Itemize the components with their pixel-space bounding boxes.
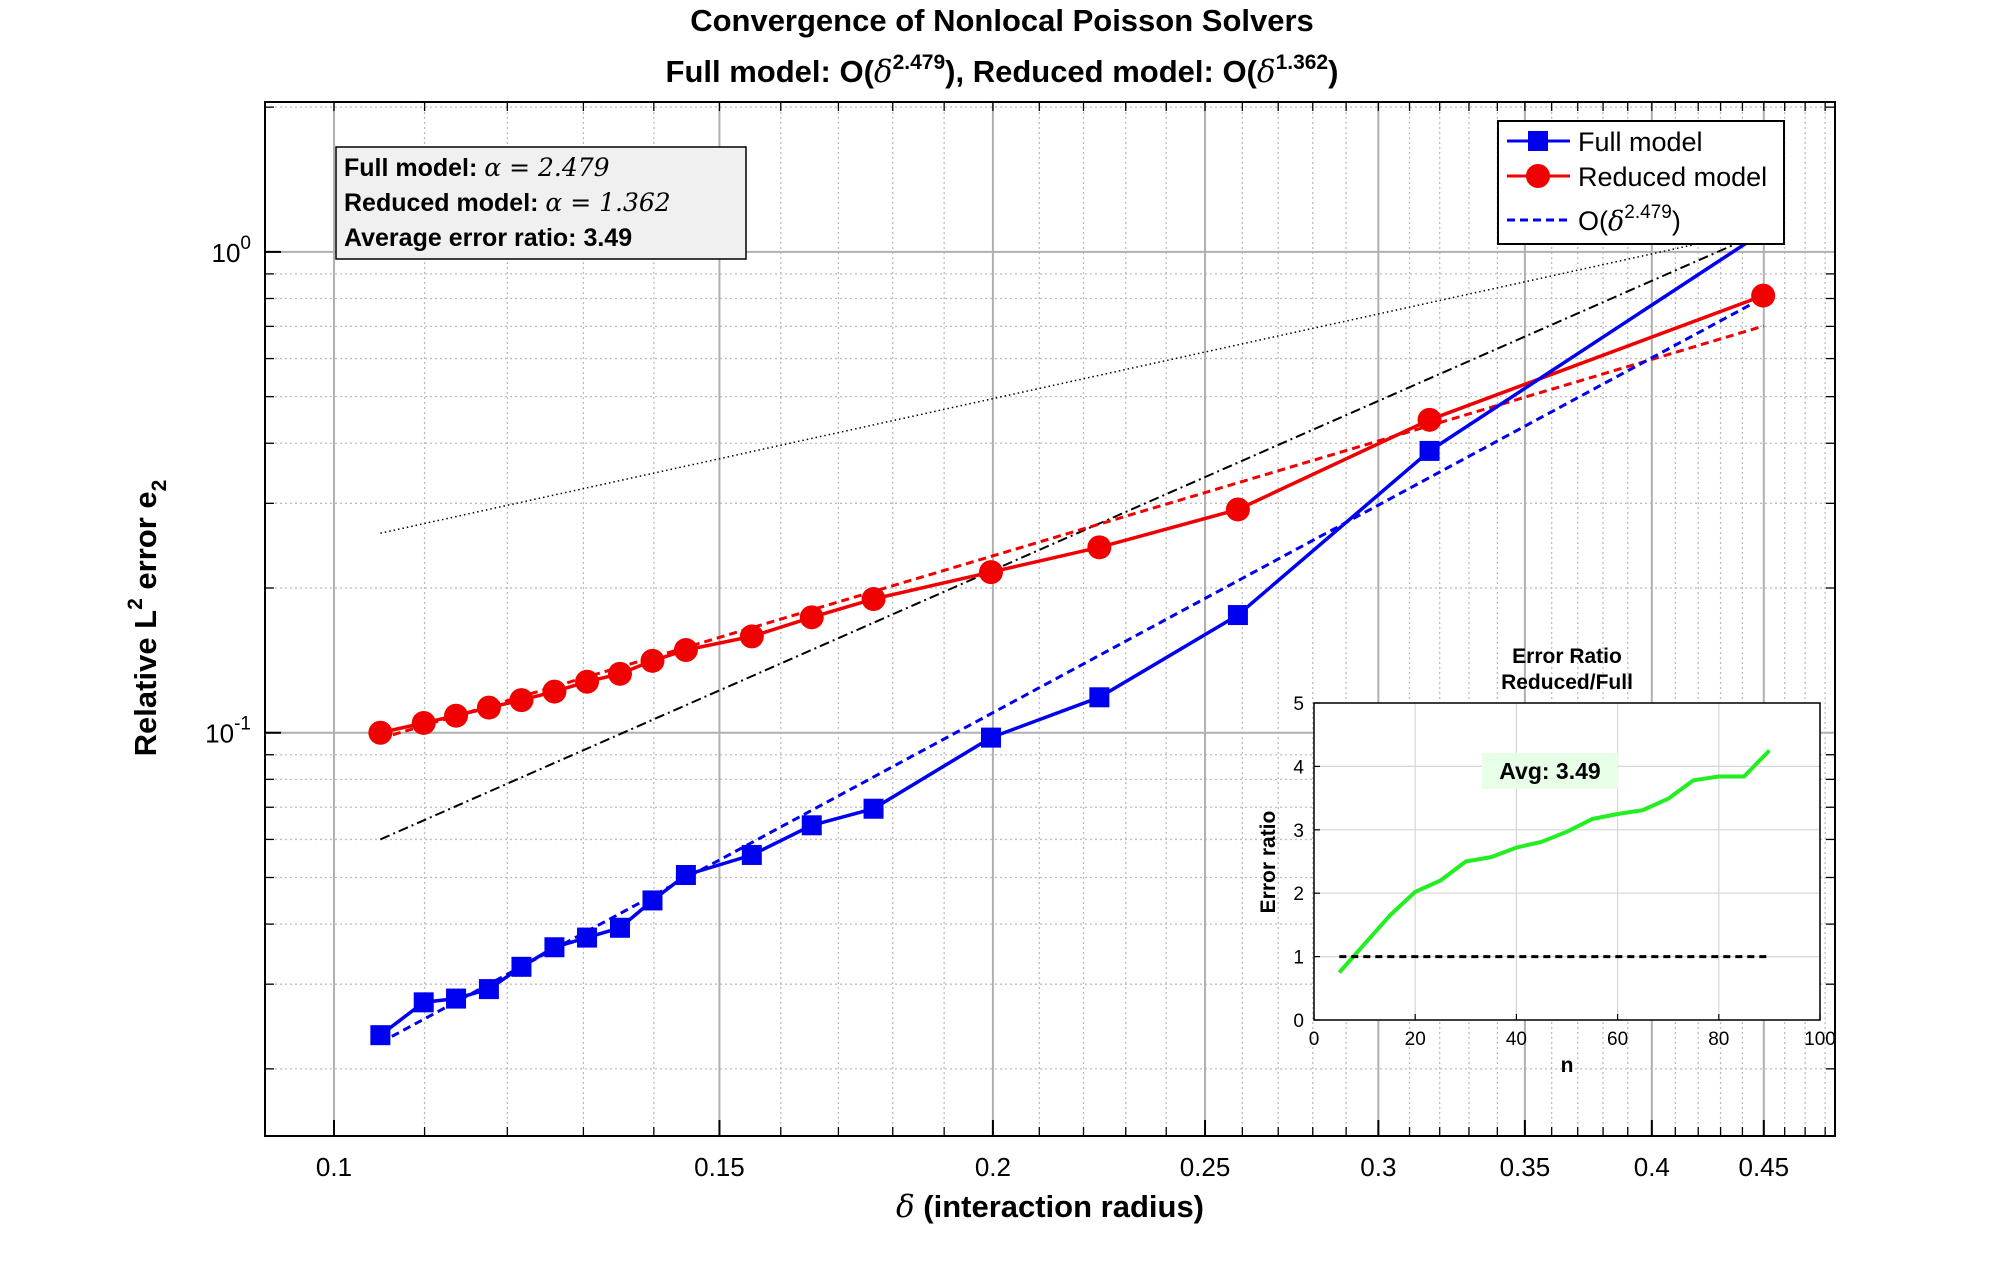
x-tick-label: 0.3 bbox=[1360, 1152, 1396, 1182]
reduced-model-marker bbox=[640, 648, 665, 673]
inset-y-tick-label: 3 bbox=[1293, 821, 1304, 842]
inset-title-line1: Error Ratio bbox=[1512, 645, 1622, 668]
inset-series bbox=[1337, 749, 1771, 974]
inset-avg-label: Avg: 3.49 bbox=[1499, 758, 1600, 784]
inset-x-tick-label: 0 bbox=[1309, 1029, 1320, 1050]
full-model-marker bbox=[446, 988, 467, 1009]
inset-y-tick-label: 2 bbox=[1293, 884, 1304, 905]
reduced-model-marker bbox=[1751, 283, 1776, 308]
inset-plot-area bbox=[1314, 703, 1820, 1020]
inset-y-tick-label: 5 bbox=[1293, 694, 1304, 715]
legend-circle-marker bbox=[1526, 164, 1550, 188]
main-series bbox=[368, 222, 1776, 1046]
full-model-marker bbox=[609, 917, 630, 938]
main-title-line1: Convergence of Nonlocal Poisson Solvers bbox=[690, 3, 1314, 38]
inset-y-tick-label: 4 bbox=[1293, 757, 1304, 778]
inset-x-tick-label: 100 bbox=[1804, 1029, 1836, 1050]
full-model-marker bbox=[544, 937, 565, 958]
full-model-marker bbox=[642, 890, 663, 911]
inset-plot-frame bbox=[1313, 702, 1821, 1021]
x-tick-label: 0.1 bbox=[316, 1152, 352, 1182]
full-model-marker bbox=[577, 927, 598, 948]
inset-x-axis-label: n bbox=[1561, 1054, 1574, 1077]
inset-y-tick-label: 1 bbox=[1293, 948, 1304, 969]
series-line-reference-4 bbox=[379, 230, 1765, 841]
full-model-marker bbox=[370, 1025, 391, 1046]
y-tick-label: 100 bbox=[212, 233, 252, 268]
reduced-model-marker bbox=[861, 587, 886, 612]
legend-label-rate: O(δ2.479) bbox=[1578, 202, 1681, 237]
reduced-model-marker bbox=[411, 710, 436, 735]
reduced-model-marker bbox=[1225, 497, 1250, 522]
x-tick-label: 0.4 bbox=[1634, 1152, 1670, 1182]
main-plot-frame bbox=[264, 101, 1836, 1137]
full-model-marker bbox=[863, 798, 884, 819]
reduced-model-marker bbox=[1087, 535, 1112, 560]
full-model-marker bbox=[1227, 605, 1248, 626]
full-model-marker bbox=[511, 956, 532, 977]
series-line-reference-5 bbox=[380, 228, 1764, 534]
inset-x-tick-label: 80 bbox=[1708, 1029, 1729, 1050]
reduced-model-marker bbox=[739, 624, 764, 649]
stats-average-ratio: Average error ratio: 3.49 bbox=[344, 224, 632, 252]
inset-title-line2: Reduced/Full bbox=[1501, 671, 1633, 694]
reduced-model-marker bbox=[575, 669, 600, 694]
reduced-model-marker bbox=[799, 605, 824, 630]
x-tick-label: 0.25 bbox=[1180, 1152, 1231, 1182]
main-title-line2: Full model: O(δ2.479), Reduced model: O(… bbox=[666, 51, 1339, 90]
x-tick-label: 0.45 bbox=[1738, 1152, 1789, 1182]
inset-x-tick-label: 40 bbox=[1506, 1029, 1527, 1050]
full-model-marker bbox=[741, 844, 762, 865]
stats-full-alpha: Full model: α = 2.479 bbox=[344, 153, 610, 182]
legend-entry-full-model: Full model bbox=[1507, 127, 1703, 157]
reduced-model-marker bbox=[476, 695, 501, 720]
inset-x-tick-label: 60 bbox=[1607, 1029, 1628, 1050]
full-model-marker bbox=[981, 727, 1002, 748]
reduced-model-marker bbox=[1417, 407, 1442, 432]
inset-y-axis-label: Error ratio bbox=[1257, 811, 1280, 914]
reduced-model-marker bbox=[542, 679, 567, 704]
inset-avg-label-bg bbox=[1482, 753, 1618, 789]
reduced-model-marker bbox=[509, 688, 534, 713]
full-model-marker bbox=[478, 979, 499, 1000]
reduced-model-marker bbox=[673, 638, 698, 663]
legend-square-marker bbox=[1528, 131, 1548, 151]
stats-annotation-box: Full model: α = 2.479 Reduced model: α =… bbox=[335, 146, 747, 260]
inset-y-tick-label: 0 bbox=[1293, 1011, 1304, 1032]
reduced-model-marker bbox=[979, 560, 1004, 585]
x-tick-label: 0.15 bbox=[694, 1152, 745, 1182]
stats-reduced-alpha: Reduced model: α = 1.362 bbox=[344, 188, 671, 217]
full-model-marker bbox=[1089, 687, 1110, 708]
full-model-marker bbox=[801, 815, 822, 836]
full-model-marker bbox=[675, 865, 696, 886]
legend-entry-reduced-model: Reduced model bbox=[1507, 162, 1767, 192]
main-y-axis-label: Relative L2 error e2 bbox=[124, 480, 171, 757]
reduced-model-marker bbox=[368, 720, 393, 745]
main-legend: Full model Reduced model O(δ2.479) bbox=[1497, 120, 1785, 245]
full-model-marker bbox=[1419, 440, 1440, 461]
main-x-axis-label: δ (interaction radius) bbox=[896, 1189, 1204, 1225]
inset-x-tick-label: 20 bbox=[1405, 1029, 1426, 1050]
inset-ticks: 0 20 40 60 80 100 0 1 2 3 4 5 bbox=[1293, 694, 1835, 1050]
legend-entry-rate-line: O(δ2.479) bbox=[1507, 202, 1681, 237]
y-tick-label: 10-1 bbox=[205, 714, 251, 749]
inset-ratio-line bbox=[1337, 749, 1771, 974]
legend-label-full-model: Full model bbox=[1578, 127, 1703, 157]
reduced-model-marker bbox=[444, 703, 469, 728]
full-model-marker bbox=[413, 992, 434, 1013]
x-tick-label: 0.35 bbox=[1500, 1152, 1551, 1182]
reduced-model-marker bbox=[607, 661, 632, 686]
x-tick-label: 0.2 bbox=[975, 1152, 1011, 1182]
legend-label-reduced-model: Reduced model bbox=[1578, 162, 1767, 192]
